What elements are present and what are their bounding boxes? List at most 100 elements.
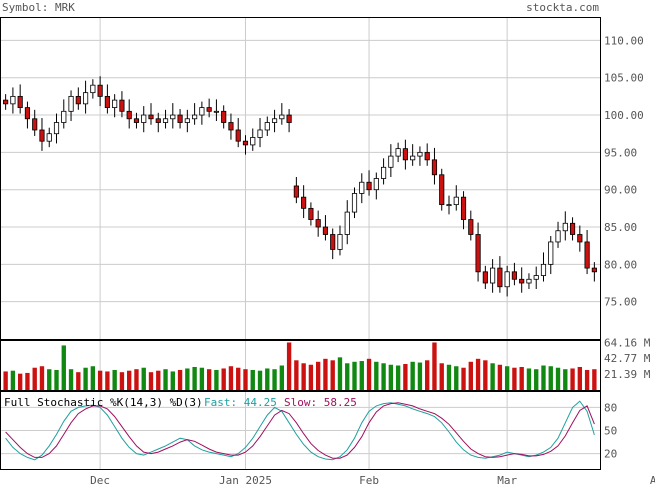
candle-body <box>24 107 31 120</box>
candle-body <box>504 271 510 288</box>
price-tick-label: 105.00 <box>604 72 644 85</box>
price-panel-border <box>0 17 601 340</box>
volume-bar <box>301 363 306 390</box>
price-tick-label: 75.00 <box>604 296 637 309</box>
candle-body <box>330 234 336 250</box>
volume-bar <box>374 361 379 390</box>
volume-bar <box>90 366 96 390</box>
volume-bar <box>570 368 575 390</box>
volume-bar <box>381 363 386 390</box>
volume-bar <box>439 363 444 390</box>
volume-bar <box>308 364 314 390</box>
volume-bar <box>497 364 503 390</box>
volume-bar <box>177 369 183 390</box>
candle-body <box>10 95 16 105</box>
volume-bar <box>3 371 8 390</box>
volume-bars <box>3 342 597 390</box>
candle-body <box>221 110 227 123</box>
candle-body <box>315 219 321 228</box>
volume-bar <box>148 372 154 390</box>
candle-body <box>286 114 292 123</box>
candle-body <box>417 151 423 157</box>
price-tick-label: 100.00 <box>604 109 644 122</box>
candle-body <box>453 196 459 206</box>
volume-bar <box>388 364 394 390</box>
price-tick-label: 110.00 <box>604 34 644 47</box>
candle-body <box>519 278 525 284</box>
volume-bar <box>512 367 517 390</box>
candle-body <box>126 110 132 120</box>
volume-tick-label: 42.77 M <box>604 352 651 365</box>
volume-bar <box>475 358 481 390</box>
stochastic-line-slow <box>5 402 595 459</box>
grid-lines <box>1 18 600 469</box>
volume-bar <box>214 369 219 390</box>
candle-body <box>460 196 467 220</box>
candle-body <box>68 95 74 112</box>
candle-body <box>381 166 387 179</box>
fast-label: Fast: 44.25 <box>204 396 277 409</box>
price-tick-label: 80.00 <box>604 258 637 271</box>
candle-body <box>468 219 474 235</box>
stochastic-panel-border <box>0 391 601 470</box>
candle-body <box>279 114 285 120</box>
volume-bar <box>192 366 197 390</box>
candle-body <box>90 84 96 94</box>
candle-body <box>533 275 539 280</box>
volume-bar <box>526 368 532 390</box>
price-tick-label: 95.00 <box>604 146 637 159</box>
candle-body <box>410 155 416 161</box>
candle-body <box>569 222 576 235</box>
candle-body <box>577 234 583 243</box>
x-tick-label: Dec <box>90 474 110 486</box>
candle-body <box>46 133 52 142</box>
volume-bar <box>548 366 553 390</box>
volume-bar <box>592 369 597 390</box>
volume-bar <box>272 369 277 390</box>
candle-body <box>141 114 147 123</box>
volume-bar <box>32 367 37 390</box>
volume-bar <box>315 361 321 390</box>
volume-bar <box>461 367 466 390</box>
candle-body <box>119 99 125 112</box>
volume-bar <box>112 369 117 390</box>
volume-tick-label: 64.16 M <box>604 336 651 349</box>
volume-bar <box>250 369 255 390</box>
site-label: stockta.com <box>526 1 599 14</box>
volume-bar <box>577 366 583 390</box>
volume-bar <box>410 361 415 390</box>
volume-bar <box>257 370 263 390</box>
x-tick-label: Mar <box>497 474 517 486</box>
candle-body <box>199 107 205 116</box>
volume-bar <box>156 370 161 390</box>
candle-body <box>395 148 401 157</box>
candle-body <box>257 129 263 138</box>
candle-body <box>250 137 256 146</box>
candle-body <box>548 241 554 265</box>
volume-bar <box>47 369 52 390</box>
volume-bar <box>468 361 473 390</box>
candle-body <box>133 118 140 123</box>
candle-body <box>170 114 176 120</box>
volume-bar <box>454 366 459 390</box>
volume-bar <box>236 367 241 390</box>
volume-bar <box>563 369 568 390</box>
volume-tick-label: 21.39 M <box>604 368 651 381</box>
volume-bar <box>584 369 590 390</box>
axis-ticks: 110.00 105.00 100.00 95.00 90.00 85.00 80.00 75… <box>90 34 655 486</box>
candle-body <box>148 114 154 120</box>
candle-body <box>591 267 597 273</box>
volume-bar <box>490 363 495 390</box>
candle-body <box>526 278 532 284</box>
volume-bar <box>483 360 488 390</box>
volume-bar <box>432 342 437 390</box>
volume-bar <box>17 373 23 390</box>
price-candles <box>3 76 597 297</box>
volume-bar <box>294 360 299 390</box>
candle-body <box>242 140 249 146</box>
candle-body <box>184 118 190 123</box>
candle-body <box>235 129 241 142</box>
candle-body <box>490 267 496 284</box>
